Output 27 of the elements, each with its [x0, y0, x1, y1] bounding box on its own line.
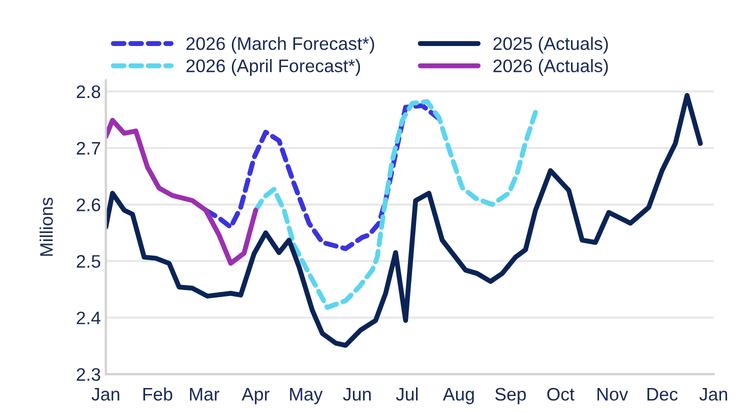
line-series [106, 92, 703, 348]
legend-label: 2026 (Actuals) [493, 59, 608, 76]
y-tick-label: 2.6 [76, 198, 100, 212]
x-tick-label: Sep [495, 388, 526, 404]
x-tick-label: Jul [396, 387, 418, 401]
x-tick-label: May [290, 388, 323, 404]
x-tick-label: Jan [92, 388, 120, 401]
y-tick-label: 2.5 [76, 255, 100, 268]
y-tick-label: 2.7 [76, 142, 100, 155]
x-tick-label: Apr [242, 388, 270, 404]
x-tick-label: Mar [190, 388, 220, 401]
x-tick-label: Oct [547, 388, 574, 401]
y-tick-label: 2.3 [76, 368, 100, 381]
legend-label: 2026 (April Forecast*) [186, 59, 360, 76]
x-tick-label: Aug [442, 388, 474, 404]
legend-label: 2026 (March Forecast*) [186, 36, 374, 54]
x-tick-label: Jan [699, 388, 728, 401]
y-tick-label: 2.4 [76, 312, 100, 324]
x-tick-label: Jun [343, 388, 371, 401]
y-tick-label: 2.8 [76, 85, 100, 98]
line-series [106, 118, 258, 266]
legend-label: 2025 (Actuals) [493, 36, 608, 54]
y-axis-title: Millions [40, 198, 53, 256]
x-tick-label: Feb [143, 387, 172, 401]
x-tick-label: Dec [647, 388, 678, 401]
line-series [253, 99, 538, 310]
x-tick-label: Nov [598, 388, 628, 401]
